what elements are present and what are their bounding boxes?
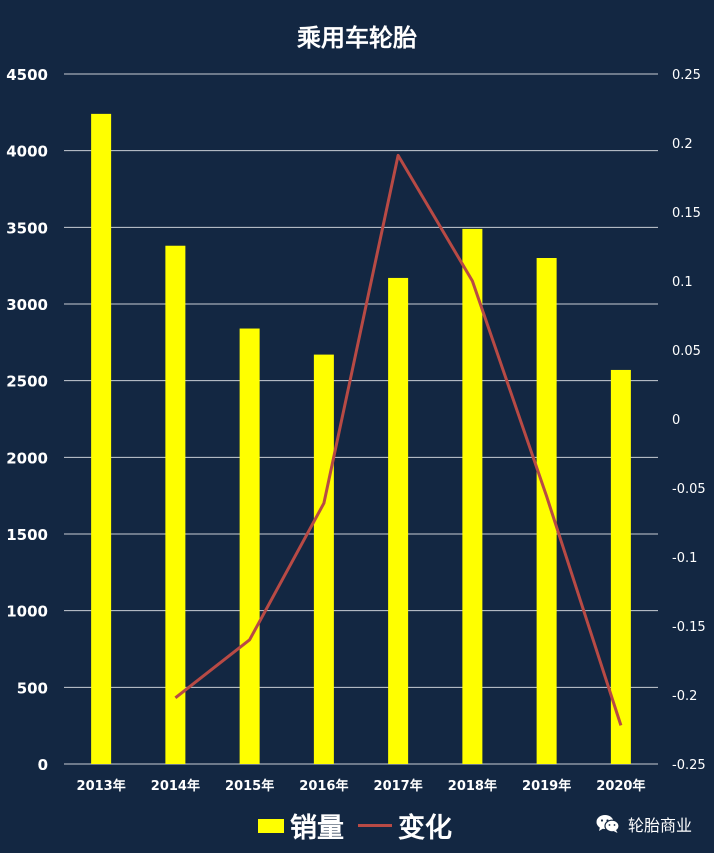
bar [462,228,483,764]
line-series [174,153,623,726]
left-tick-label: 3000 [6,296,48,314]
right-tick-label: -0.1 [672,551,697,566]
right-tick-label: 0.1 [672,275,693,290]
left-tick-label: 0 [38,756,48,774]
right-tick-label: 0.05 [672,344,701,359]
x-tick-label: 2016年 [299,778,348,794]
left-tick-label: 4500 [6,66,48,84]
bar [239,328,260,764]
left-axis-ticks: 0 500 1000 1500 2000 2500 3000 3500 4000 4500 [6,66,48,774]
right-tick-label: 0.15 [672,206,701,221]
bar [610,369,631,764]
right-axis-ticks: -0.25 -0.2 -0.15 -0.1 -0.05 0 0.05 0.1 0.15 0.2 0.… [672,68,706,773]
bar [165,245,186,764]
gridlines [64,73,658,765]
x-tick-label: 2018年 [448,778,497,794]
left-tick-label: 1500 [6,526,48,544]
bar [536,258,557,764]
right-tick-label: -0.2 [672,689,697,704]
x-tick-label: 2017年 [374,778,423,794]
bar [91,113,112,764]
chart-title: 乘用车轮胎 [297,24,417,52]
x-tick-label: 2019年 [522,778,571,794]
x-tick-label: 2014年 [151,778,200,794]
x-tick-label: 2015年 [225,778,274,794]
right-tick-label: 0.2 [672,137,693,152]
legend: 销量 变化 [258,806,452,845]
x-tick-label: 2020年 [596,778,645,794]
right-tick-label: -0.05 [672,482,706,497]
watermark: 轮胎商业 [596,812,692,836]
left-tick-label: 500 [17,679,48,697]
bar-series [91,113,631,764]
right-tick-label: -0.25 [672,758,706,773]
right-tick-label: 0.25 [672,68,701,83]
left-tick-label: 2500 [6,373,48,391]
legend-item-line: 变化 [358,806,452,845]
line-change [174,153,623,726]
legend-label-bar: 销量 [290,813,344,844]
legend-item-bar: 销量 [258,806,344,845]
right-tick-label: -0.15 [672,620,706,635]
x-axis-ticks: 2013年 2014年 2015年 2016年 2017年 2018年 2019年 2020年 [77,778,646,794]
wechat-icon [596,815,620,833]
left-tick-label: 3500 [6,219,48,237]
legend-label-line: 变化 [398,813,452,844]
left-tick-label: 1000 [6,603,48,621]
left-tick-label: 4000 [6,143,48,161]
legend-swatch-line [358,824,392,827]
right-tick-label: 0 [672,413,680,428]
left-tick-label: 2000 [6,449,48,467]
bar [313,354,334,764]
legend-swatch-bar [258,818,284,833]
bar [388,277,409,764]
watermark-text: 轮胎商业 [628,816,693,835]
x-tick-label: 2013年 [77,778,126,794]
